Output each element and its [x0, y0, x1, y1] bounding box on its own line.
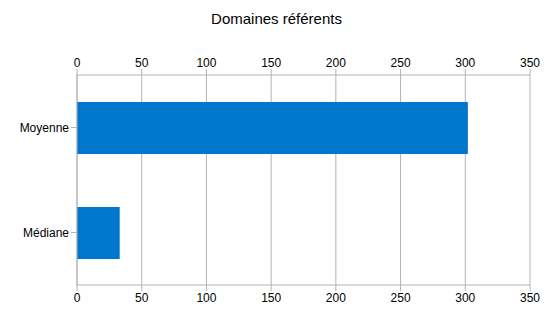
svg-text:150: 150: [261, 56, 281, 70]
svg-text:200: 200: [326, 56, 346, 70]
html-text:Domaines référents: Domaines référents: [211, 10, 342, 27]
svg-text:250: 250: [391, 291, 411, 305]
svg-text:Moyenne: Moyenne: [20, 121, 70, 135]
svg-text:350: 350: [520, 56, 540, 70]
svg-text:300: 300: [455, 56, 475, 70]
svg-text:0: 0: [74, 291, 81, 305]
svg-text:100: 100: [196, 291, 216, 305]
svg-text:350: 350: [520, 291, 540, 305]
svg-text:300: 300: [455, 291, 475, 305]
svg-text:100: 100: [196, 56, 216, 70]
svg-text:150: 150: [261, 291, 281, 305]
svg-text:0: 0: [74, 56, 81, 70]
svg-text:200: 200: [326, 291, 346, 305]
svg-text:50: 50: [135, 56, 149, 70]
svg-text:250: 250: [391, 56, 411, 70]
svg-text:Médiane: Médiane: [23, 226, 69, 240]
svg-text:50: 50: [135, 291, 149, 305]
